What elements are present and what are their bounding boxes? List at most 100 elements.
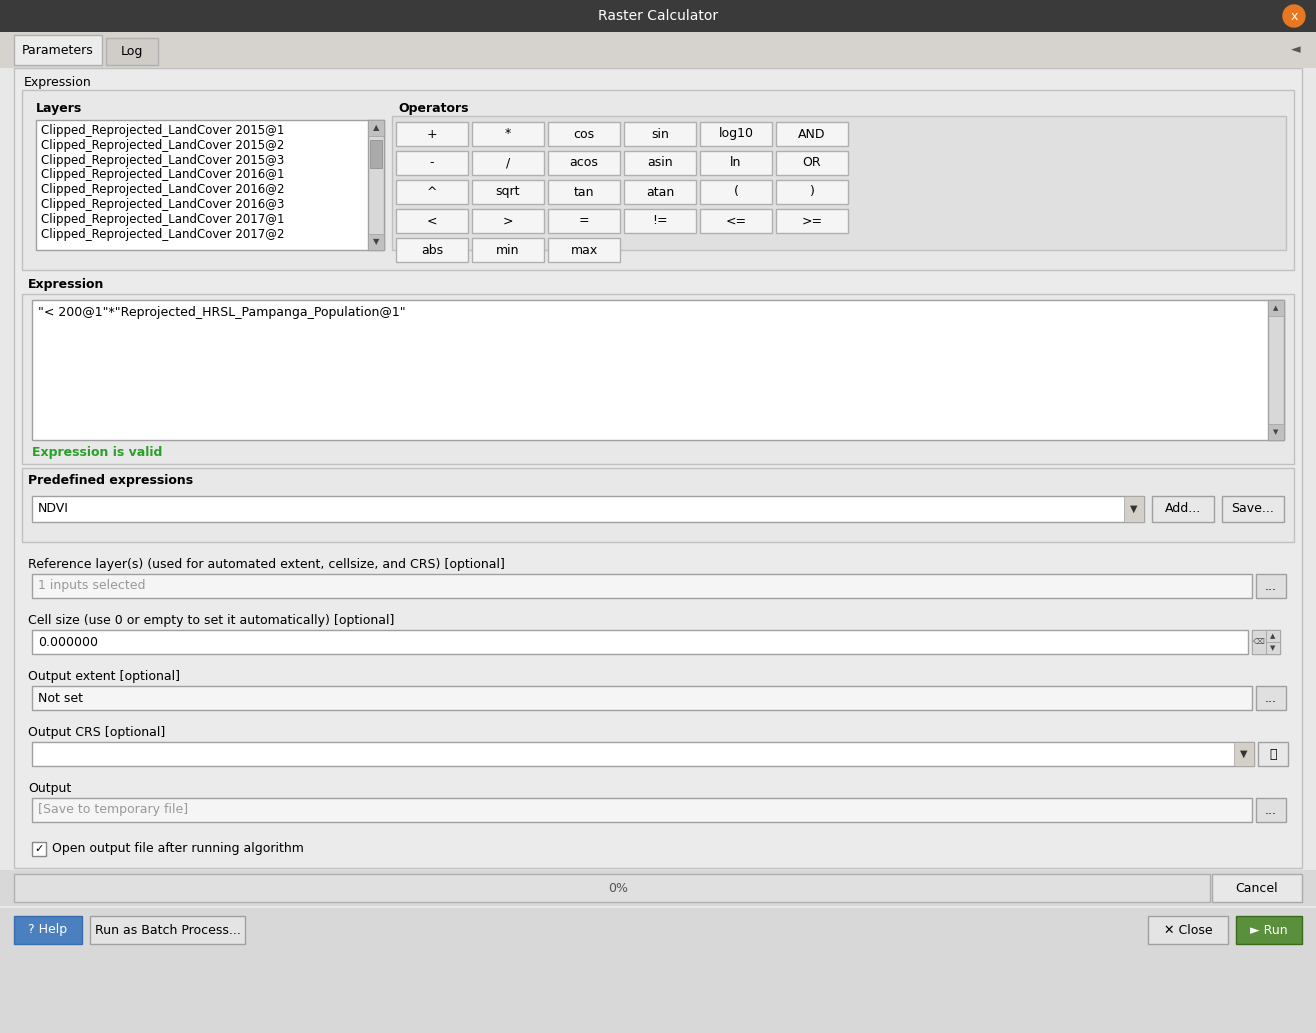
Text: Clipped_Reprojected_LandCover 2015@3: Clipped_Reprojected_LandCover 2015@3 [41, 154, 284, 166]
Text: !=: != [653, 215, 667, 227]
Text: x: x [1290, 9, 1298, 23]
Circle shape [1283, 5, 1305, 27]
Text: Save...: Save... [1232, 502, 1274, 515]
Text: ► Run: ► Run [1250, 924, 1288, 937]
Text: Clipped_Reprojected_LandCover 2015@1: Clipped_Reprojected_LandCover 2015@1 [41, 124, 284, 137]
Text: acos: acos [570, 157, 599, 169]
Bar [32, 496, 1144, 522]
Bar [370, 140, 382, 168]
Text: ▼: ▼ [1240, 749, 1248, 759]
Bar [547, 238, 620, 262]
Bar [1255, 686, 1286, 710]
Bar [700, 209, 772, 233]
Text: Expression: Expression [24, 76, 92, 89]
Text: (: ( [733, 186, 738, 198]
Bar [1212, 874, 1302, 902]
Bar [32, 799, 1252, 822]
Bar [1148, 916, 1228, 944]
Bar [32, 686, 1252, 710]
Bar [1258, 742, 1288, 766]
Bar [472, 209, 544, 233]
Bar [396, 151, 468, 175]
Text: "< 200@1"*"Reprojected_HRSL_Pampanga_Population@1": "< 200@1"*"Reprojected_HRSL_Pampanga_Pop… [38, 306, 405, 319]
Text: sin: sin [651, 127, 669, 140]
Bar [396, 180, 468, 204]
Text: Operators: Operators [397, 102, 468, 115]
Text: Expression is valid: Expression is valid [32, 446, 162, 459]
Bar [368, 120, 384, 136]
Bar [32, 630, 1248, 654]
Bar [1269, 300, 1284, 316]
Text: ln: ln [730, 157, 742, 169]
Bar [32, 300, 1284, 440]
Text: NDVI: NDVI [38, 502, 68, 515]
Bar [32, 842, 46, 856]
Bar [1223, 496, 1284, 522]
Bar [107, 38, 158, 65]
Bar [472, 238, 544, 262]
Text: ): ) [809, 186, 815, 198]
Text: Add...: Add... [1165, 502, 1202, 515]
Bar [14, 35, 103, 65]
Bar [36, 120, 384, 250]
Text: Clipped_Reprojected_LandCover 2015@2: Clipped_Reprojected_LandCover 2015@2 [41, 138, 284, 152]
Text: cos: cos [574, 127, 595, 140]
Text: Cancel: Cancel [1236, 881, 1278, 895]
Text: Open output file after running algorithm: Open output file after running algorithm [53, 842, 304, 855]
Text: ^: ^ [426, 186, 437, 198]
Text: Cell size (use 0 or empty to set it automatically) [optional]: Cell size (use 0 or empty to set it auto… [28, 614, 395, 627]
Bar [1234, 742, 1254, 766]
Text: ? Help: ? Help [29, 924, 67, 937]
Text: Reference layer(s) (used for automated extent, cellsize, and CRS) [optional]: Reference layer(s) (used for automated e… [28, 558, 505, 571]
Text: OR: OR [803, 157, 821, 169]
Text: ◄: ◄ [1291, 43, 1300, 57]
Bar [776, 151, 848, 175]
Text: Clipped_Reprojected_LandCover 2016@1: Clipped_Reprojected_LandCover 2016@1 [41, 168, 284, 182]
Bar [22, 468, 1294, 542]
Text: Output CRS [optional]: Output CRS [optional] [28, 726, 166, 739]
Bar [776, 122, 848, 146]
Bar [0, 908, 1316, 1033]
Bar [472, 151, 544, 175]
Text: Predefined expressions: Predefined expressions [28, 474, 193, 487]
Text: ✕ Close: ✕ Close [1163, 924, 1212, 937]
Bar [1255, 799, 1286, 822]
Text: max: max [570, 244, 597, 256]
Text: Not set: Not set [38, 691, 83, 705]
Text: ✓: ✓ [34, 844, 43, 854]
Bar [624, 209, 696, 233]
Bar [1266, 641, 1280, 654]
Text: asin: asin [647, 157, 672, 169]
Text: +: + [426, 127, 437, 140]
Text: ...: ... [1265, 580, 1277, 593]
Bar [472, 180, 544, 204]
Bar [700, 180, 772, 204]
Text: *: * [505, 127, 511, 140]
Bar [0, 32, 1316, 68]
Bar [1269, 300, 1284, 440]
Text: Raster Calculator: Raster Calculator [597, 9, 719, 23]
Bar [396, 209, 468, 233]
Bar [624, 151, 696, 175]
Bar [547, 180, 620, 204]
Bar [0, 870, 1316, 906]
Bar [32, 574, 1252, 598]
Bar [368, 234, 384, 250]
Bar [1266, 630, 1280, 641]
Bar [392, 116, 1286, 250]
Bar [14, 874, 1209, 902]
Bar [472, 122, 544, 146]
Text: Run as Batch Process...: Run as Batch Process... [95, 924, 241, 937]
Text: min: min [496, 244, 520, 256]
Bar [1124, 496, 1144, 522]
Text: Log: Log [121, 44, 143, 58]
Bar [624, 180, 696, 204]
Text: ...: ... [1265, 804, 1277, 816]
Bar [22, 90, 1294, 270]
Text: Clipped_Reprojected_LandCover 2017@1: Clipped_Reprojected_LandCover 2017@1 [41, 213, 284, 226]
Bar [547, 122, 620, 146]
Text: 🌐: 🌐 [1269, 748, 1277, 760]
Text: atan: atan [646, 186, 674, 198]
Text: abs: abs [421, 244, 443, 256]
Bar [396, 122, 468, 146]
